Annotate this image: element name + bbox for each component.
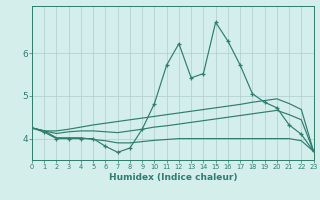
X-axis label: Humidex (Indice chaleur): Humidex (Indice chaleur): [108, 173, 237, 182]
